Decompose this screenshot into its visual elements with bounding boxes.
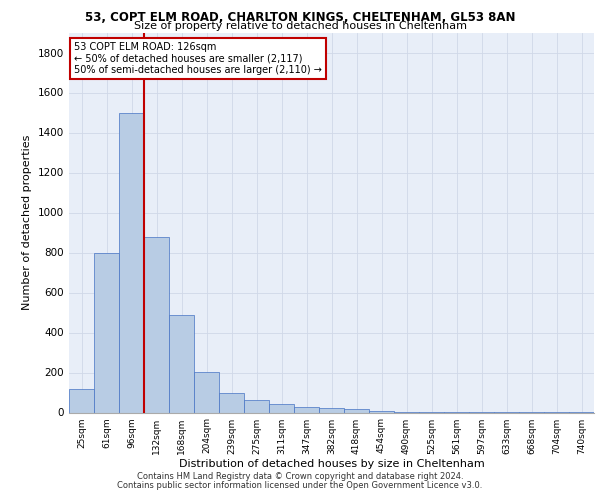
Text: Contains HM Land Registry data © Crown copyright and database right 2024.: Contains HM Land Registry data © Crown c…	[137, 472, 463, 481]
Bar	[94, 252, 119, 412]
Bar	[119, 112, 144, 412]
Bar	[244, 400, 269, 412]
Bar	[169, 314, 194, 412]
Bar	[344, 408, 369, 412]
Bar	[319, 408, 344, 412]
Bar	[194, 372, 219, 412]
Bar	[369, 410, 394, 412]
Text: 53 COPT ELM ROAD: 126sqm
← 50% of detached houses are smaller (2,117)
50% of sem: 53 COPT ELM ROAD: 126sqm ← 50% of detach…	[74, 42, 322, 75]
Text: 53, COPT ELM ROAD, CHARLTON KINGS, CHELTENHAM, GL53 8AN: 53, COPT ELM ROAD, CHARLTON KINGS, CHELT…	[85, 11, 515, 24]
Bar	[219, 392, 244, 412]
Text: Contains public sector information licensed under the Open Government Licence v3: Contains public sector information licen…	[118, 481, 482, 490]
Bar	[144, 236, 169, 412]
Text: Size of property relative to detached houses in Cheltenham: Size of property relative to detached ho…	[133, 21, 467, 31]
Bar	[69, 388, 94, 412]
X-axis label: Distribution of detached houses by size in Cheltenham: Distribution of detached houses by size …	[179, 460, 484, 469]
Bar	[294, 406, 319, 412]
Y-axis label: Number of detached properties: Number of detached properties	[22, 135, 32, 310]
Bar	[269, 404, 294, 412]
